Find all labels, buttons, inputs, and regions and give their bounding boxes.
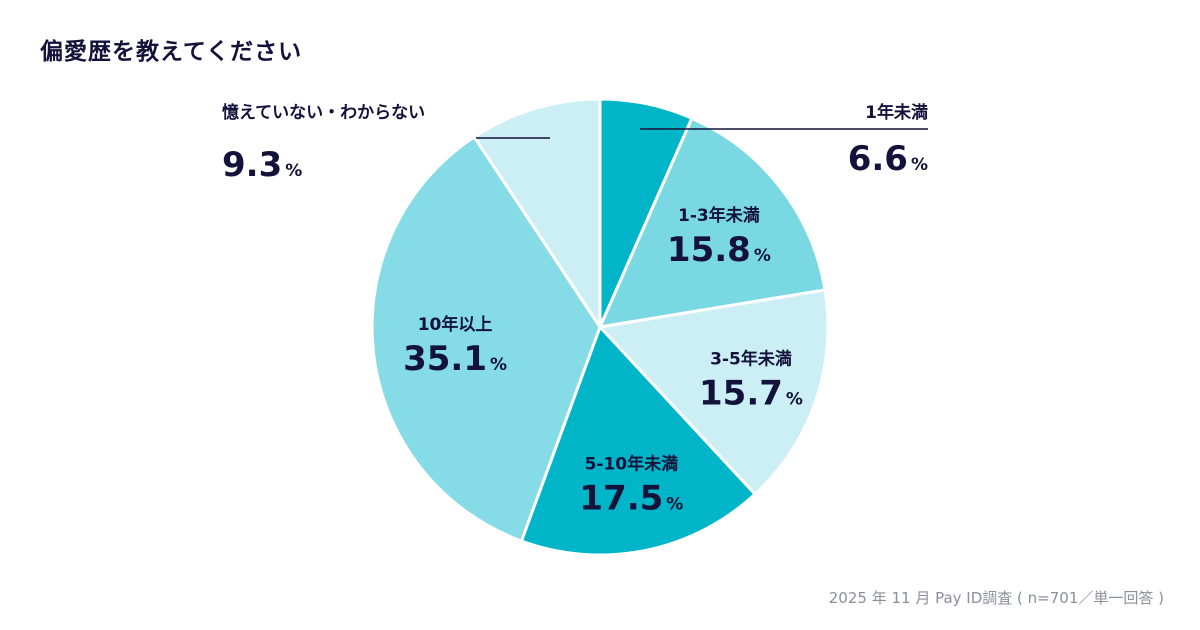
slice-1-label: 1年未満 <box>865 102 928 123</box>
slice-6-label: 憶えていない・わからない <box>222 102 425 123</box>
slice-labels: 1年未満 6.6 % 1-3年未満 15.8 % 3-5年未満 15.7 % 5-10年未満 17.… <box>222 102 928 518</box>
slice-3-label: 3-5年未満 <box>710 349 792 370</box>
pie-slices <box>370 97 830 557</box>
survey-footnote: 2025 年 11 月 Pay ID調査 ( n=701／単一回答 ) <box>828 589 1164 607</box>
slice-2-value: 15.8% <box>667 230 771 270</box>
slice-5-value: 35.1% <box>403 339 507 379</box>
slice-3-value: 15.7% <box>699 374 803 414</box>
chart-title: 偏愛歴を教えてください <box>40 39 303 65</box>
slice-4-value: 17.5% <box>579 478 683 518</box>
slice-5-wedge <box>370 135 602 543</box>
slice-4-label: 5-10年未満 <box>585 453 679 474</box>
slice-2-label: 1-3年未満 <box>678 205 760 226</box>
slice-2-wedge <box>598 116 827 329</box>
leader-lines <box>476 128 928 139</box>
slice-5-label: 10年以上 <box>418 314 493 335</box>
slice-3-wedge <box>598 288 830 496</box>
slice-1-value: 6.6% <box>848 139 928 179</box>
slice-6-value: 9.3% <box>222 145 302 185</box>
slice-6-wedge <box>472 97 602 329</box>
